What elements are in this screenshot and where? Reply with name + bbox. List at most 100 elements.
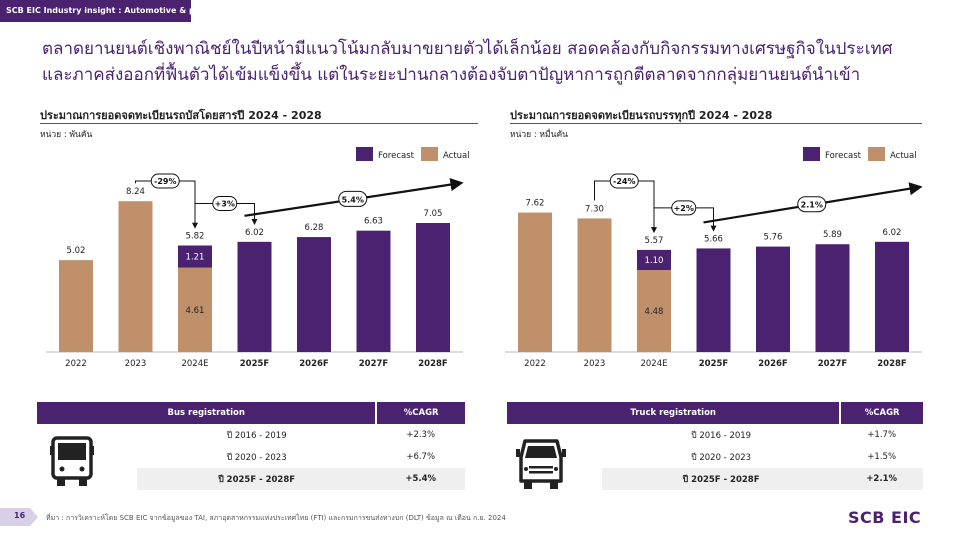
table-row: ปี 2020 - 2023 +1.5% [507,446,923,468]
truck-total-label-2027F: 5.89 [823,230,842,240]
truck-category-label-2024E: 2024E [640,359,667,369]
report-tag: SCB EIC Industry insight : Automotive & … [0,0,191,22]
page-number-badge [0,508,38,526]
table-row: ปี 2016 - 2019 +1.7% [507,424,923,446]
bus-cagr-label: 5.4% [342,195,364,204]
bus-chart-unit: หน่วย : พันคัน [40,130,93,140]
truck-cagr-badge [797,196,827,213]
bus-bar-forecast-2025F [237,241,272,352]
bus-cagr-table: Bus registration %CAGR ปี 2016 - 2019 +2… [37,402,465,490]
truck-category-label-2022: 2022 [524,359,546,369]
bus-period: ปี 2016 - 2019 [226,431,287,441]
bus-icon [50,436,94,486]
bus-legend-actual-swatch [421,147,438,161]
bus-chart-title: ประมาณการยอดจดทะเบียนรถบัสโดยสารปี 2024 … [40,109,322,122]
source-note: ที่มา : การวิเคราะห์โดย SCB EIC จากข้อมู… [46,514,506,522]
truck-bar-actual-2022 [518,212,552,352]
truck-bar-actual-2023 [577,218,612,352]
truck-drop-badge [609,173,639,189]
bus-period-text: ปี 2025F - 2028F [137,468,377,490]
bus-total-label-2023: 8.24 [126,187,145,197]
truck-cagr-label: 2.1% [801,201,823,210]
table-row: ปี 2025F - 2028F +2.1% [507,468,923,490]
headline-line-2: และภาคส่งออกที่ฟื้นตัวได้เข้มแข็งขึ้น แต… [42,65,861,85]
truck-total-label-2024E: 5.57 [645,236,664,246]
truck-category-label-2028F: 2028F [877,359,907,369]
truck-cagr-value: +1.7% [867,430,897,440]
page-headline: ตลาดยานยนต์เชิงพาณิชย์ในปีหน้ามีแนวโน้มก… [42,36,922,88]
bus-cagr-badge [338,190,368,207]
truck-bar-forecast-2024E [637,249,671,271]
truck-segment-label-actual: 4.48 [645,307,664,317]
bus-segment-label-actual: 4.61 [186,306,205,316]
bus-bar-actual-2023 [118,201,153,352]
bus-bar-forecast-2024E [178,245,212,268]
page-number-container: 16 [0,508,38,526]
bus-drop-label: -29% [154,177,176,186]
bus-total-label-2027F: 6.63 [364,217,383,227]
bus-segment-label-forecast: 1.21 [186,253,205,263]
truck-chart-title: ประมาณการยอดจดทะเบียนรถบรรทุกปี 2024 - 2… [510,109,773,122]
truck-period: ปี 2016 - 2019 [691,431,752,441]
truck-category-label-2025F: 2025F [699,359,729,369]
bus-cagr-header: %CAGR [376,402,465,424]
truck-cagr-header: %CAGR [840,402,923,424]
bus-total-label-2022: 5.02 [67,246,86,256]
truck-table-header: Truck registration [507,402,842,424]
truck-legend-actual-label: Actual [890,151,917,161]
bus-period: ปี 2020 - 2023 [226,453,287,463]
table-row: ปี 2020 - 2023 +6.7% [37,446,465,468]
truck-category-label-2027F: 2027F [818,359,848,369]
bus-category-label-2028F: 2028F [418,359,448,369]
bus-chart-title-rule [40,123,478,124]
truck-period-text: ปี 2025F - 2028F [602,468,841,490]
truck-total-label-2022: 7.62 [526,199,545,209]
truck-total-label-2028F: 6.02 [883,228,902,238]
bus-total-label-2025F: 6.02 [245,228,264,238]
bus-category-label-2024E: 2024E [181,359,208,369]
bus-table-header: Bus registration [37,402,378,424]
table-row: ปี 2025F - 2028F +5.4% [37,468,465,490]
truck-bar-actual-2024E [637,270,671,352]
bus-drop-badge [150,173,180,189]
truck-chart-unit: หน่วย : หมื่นคัน [510,130,568,140]
truck-total-label-2023: 7.30 [585,204,604,214]
truck-segment-label-forecast: 1.10 [645,256,664,266]
bus-legend-forecast-label: Forecast [378,151,415,161]
bus-step-label: +3% [215,199,235,208]
bus-category-label-2023: 2023 [125,359,147,369]
bus-category-label-2025F: 2025F [240,359,270,369]
bus-bar-forecast-2027F [356,230,391,352]
truck-step-label: +2% [674,204,694,213]
truck-bar-forecast-2028F [875,241,909,352]
bus-total-label-2028F: 7.05 [424,209,443,219]
bus-bar-actual-2024E [178,267,212,352]
bus-cagr-value: +2.3% [406,430,436,440]
truck-icon [516,439,566,489]
bus-total-label-2024E: 5.82 [186,231,205,241]
bus-legend-actual-label: Actual [443,151,470,161]
truck-cagr-value: +1.5% [867,452,897,462]
scb-eic-logo: SCB EIC [848,508,922,527]
truck-cagr-table: Truck registration %CAGR ปี 2016 - 2019 … [507,402,923,490]
truck-bar-forecast-2027F [815,244,850,352]
bus-category-label-2026F: 2026F [299,359,329,369]
truck-total-label-2025F: 5.66 [704,234,723,244]
truck-step-badge [671,200,697,216]
bus-category-label-2027F: 2027F [359,359,389,369]
bus-cagr-value: +5.4% [376,468,465,490]
bus-total-label-2026F: 6.28 [305,223,324,233]
truck-category-label-2026F: 2026F [758,359,788,369]
truck-period: ปี 2025F - 2028F [507,468,841,490]
truck-chart-title-rule [510,123,922,124]
truck-category-label-2023: 2023 [584,359,606,369]
truck-total-label-2026F: 5.76 [764,233,783,243]
truck-drop-label: -24% [613,177,635,186]
bus-category-label-2022: 2022 [65,359,87,369]
bus-bar-actual-2022 [59,260,93,352]
truck-legend-actual-swatch [868,147,885,161]
truck-legend-forecast-swatch [803,147,820,161]
bus-cagr-value: +6.7% [406,452,436,462]
truck-bar-forecast-2025F [696,248,731,352]
